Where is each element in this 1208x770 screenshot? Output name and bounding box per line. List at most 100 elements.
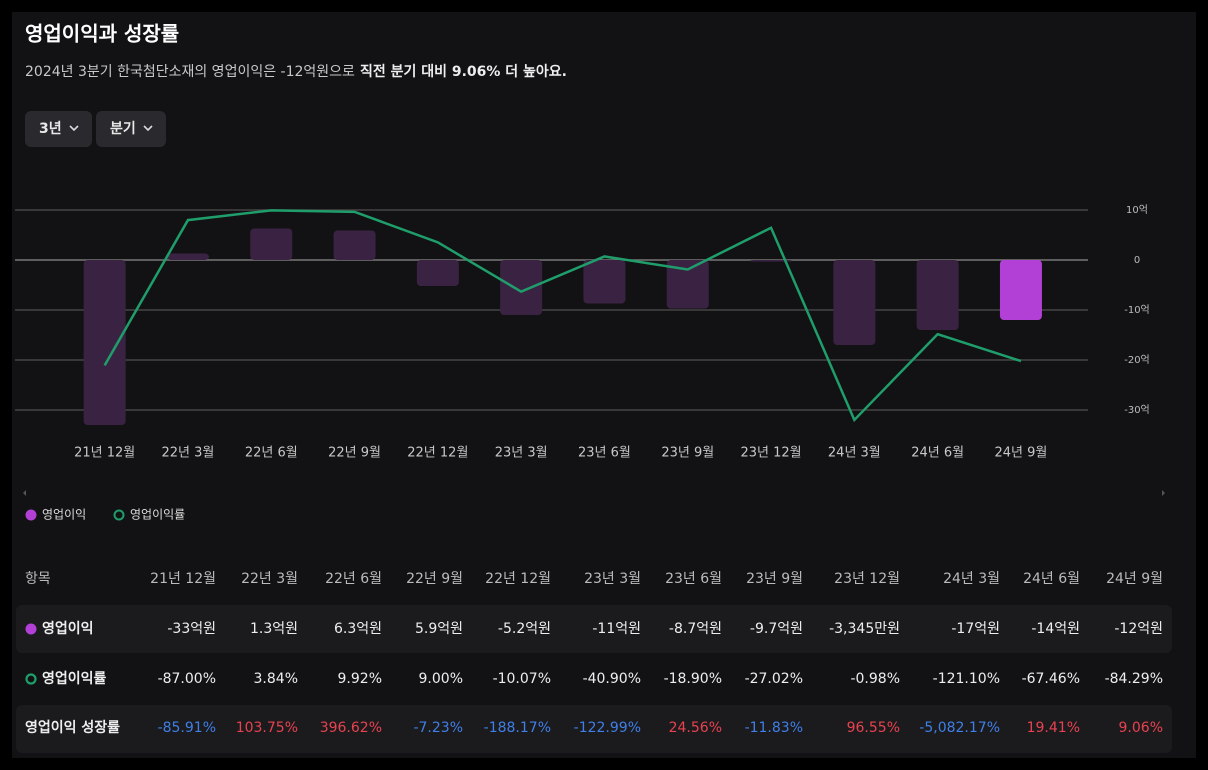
table-cell: -27.02% (745, 671, 803, 687)
chevron[interactable] (69, 125, 79, 132)
table-cell: -33억원 (167, 621, 216, 637)
x-tick-label: 23년 12월 (740, 446, 801, 461)
table-cell: 영업이익률 (42, 670, 107, 687)
table-cell: -3,345만원 (829, 621, 900, 637)
table-cell: -10.07% (493, 671, 551, 687)
y-tick-label: 0 (1134, 255, 1140, 266)
bar (500, 260, 543, 315)
bar (83, 260, 126, 425)
filter-button[interactable]: 3년 (25, 111, 92, 147)
row-bg (16, 705, 1172, 753)
x-tick-label: 22년 3월 (162, 446, 215, 461)
table-cell: 9.06% (1119, 720, 1163, 736)
subtitle-emphasis: 직전 분기 대비 9.06% 더 높아요. (360, 63, 567, 80)
table-cell: -11.83% (745, 720, 803, 736)
column-header: 23년 6월 (665, 571, 722, 587)
column-header: 24년 9월 (1106, 571, 1163, 587)
table-cell: -0.98% (850, 671, 900, 687)
column-header: 21년 12월 (150, 571, 216, 587)
chevron[interactable] (143, 125, 153, 132)
table-cell: 396.62% (320, 720, 382, 736)
x-tick-label: 21년 12월 (74, 446, 135, 461)
x-tick-label: 22년 9월 (328, 446, 381, 461)
bar (333, 230, 376, 260)
y-tick-label: 10억 (1126, 204, 1148, 216)
table-cell: -12억원 (1114, 621, 1163, 637)
table-cell: -8.7억원 (669, 621, 722, 637)
table-cell: 96.55% (847, 720, 900, 736)
legend-marker (25, 509, 37, 521)
scroll-left[interactable] (23, 490, 26, 496)
y-tick-label: -10억 (1124, 304, 1150, 316)
x-tick-label: 24년 6월 (911, 446, 964, 461)
column-header: 항목 (25, 571, 51, 587)
table-cell: 19.41% (1027, 720, 1080, 736)
bar (416, 260, 459, 286)
x-tick-label: 23년 6월 (578, 446, 631, 461)
table-cell: 6.3억원 (334, 621, 382, 637)
bar (583, 260, 626, 304)
bar (999, 260, 1042, 320)
y-tick-label: -20억 (1124, 354, 1150, 366)
x-tick-label: 22년 6월 (245, 446, 298, 461)
table-cell: -85.91% (158, 720, 216, 736)
bar (916, 260, 959, 330)
subtitle-text: 2024년 3분기 한국첨단소재의 영업이익은 -12억원으로 (25, 64, 355, 80)
table-cell: 103.75% (236, 720, 298, 736)
table-cell: -87.00% (158, 671, 216, 687)
table-cell: 영업이익 성장률 (25, 719, 120, 736)
table-cell: -121.10% (933, 671, 1000, 687)
bar (666, 260, 709, 309)
column-header: 23년 12월 (834, 571, 900, 587)
table-cell: -188.17% (484, 720, 551, 736)
table-cell: -7.23% (413, 720, 463, 736)
column-header: 22년 9월 (406, 571, 463, 587)
table-cell: 9.00% (419, 671, 463, 687)
bar (833, 260, 876, 345)
button-bg[interactable] (96, 111, 166, 147)
table-cell: -40.90% (583, 671, 641, 687)
column-header: 24년 3월 (943, 571, 1000, 587)
table-cell: -67.46% (1022, 671, 1080, 687)
table-cell: -9.7억원 (750, 621, 803, 637)
title: 영업이익과 성장률 (25, 22, 179, 46)
row-bg (16, 605, 1172, 653)
table-cell: -5,082.17% (919, 720, 1000, 736)
table-cell: 3.84% (254, 671, 298, 687)
button-label[interactable]: 3년 (39, 121, 62, 137)
x-tick-label: 23년 9월 (661, 446, 714, 461)
table-cell: -14억원 (1031, 621, 1080, 637)
filter-button[interactable]: 분기 (96, 111, 166, 147)
bar (166, 253, 209, 260)
table-cell: 5.9억원 (415, 621, 463, 637)
legend-marker (113, 509, 125, 521)
table-cell: -5.2억원 (498, 621, 551, 637)
table-cell: -11억원 (592, 621, 641, 637)
table-cell: 1.3억원 (250, 621, 298, 637)
scroll-right[interactable] (1162, 490, 1165, 496)
table-cell: 24.56% (669, 720, 722, 736)
bar (750, 260, 793, 262)
row-marker (25, 673, 37, 685)
column-header: 23년 9월 (746, 571, 803, 587)
subtitle: 2024년 3분기 한국첨단소재의 영업이익은 -12억원으로 직전 분기 대비 … (25, 63, 567, 80)
column-header: 24년 6월 (1023, 571, 1080, 587)
table-cell: -17억원 (951, 621, 1000, 637)
column-header: 23년 3월 (584, 571, 641, 587)
column-header: 22년 6월 (325, 571, 382, 587)
table-cell: -84.29% (1105, 671, 1163, 687)
bar (250, 228, 293, 260)
table-cell: 영업이익 (42, 620, 94, 637)
column-header: 22년 12월 (485, 571, 551, 587)
button-bg[interactable] (25, 111, 92, 147)
x-tick-label: 23년 3월 (495, 446, 548, 461)
button-label[interactable]: 분기 (110, 121, 136, 137)
column-header: 22년 3월 (241, 571, 298, 587)
legend-label: 영업이익률 (130, 508, 185, 522)
x-tick-label: 22년 12월 (407, 446, 468, 461)
line (103, 209, 1022, 423)
legend-label: 영업이익 (42, 508, 86, 522)
x-tick-label: 24년 3월 (828, 446, 881, 461)
